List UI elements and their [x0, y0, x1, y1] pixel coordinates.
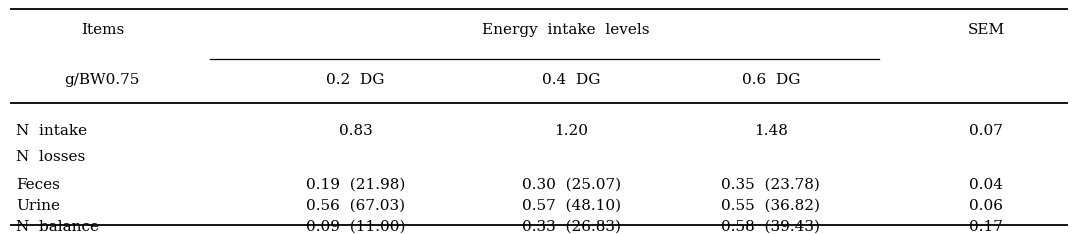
- Text: Feces: Feces: [16, 178, 60, 192]
- Text: SEM: SEM: [968, 23, 1005, 37]
- Text: 0.09  (11.00): 0.09 (11.00): [306, 220, 405, 234]
- Text: 0.06: 0.06: [969, 199, 1004, 213]
- Text: 1.20: 1.20: [554, 124, 589, 138]
- Text: 0.55  (36.82): 0.55 (36.82): [721, 199, 820, 213]
- Text: 0.83: 0.83: [338, 124, 373, 138]
- Text: N  balance: N balance: [16, 220, 99, 234]
- Text: 0.07: 0.07: [969, 124, 1004, 138]
- Text: Energy  intake  levels: Energy intake levels: [482, 23, 650, 37]
- Text: N  intake: N intake: [16, 124, 87, 138]
- Text: Items: Items: [81, 23, 124, 37]
- Text: 0.2  DG: 0.2 DG: [327, 73, 385, 87]
- Text: 0.19  (21.98): 0.19 (21.98): [306, 178, 405, 192]
- Text: 0.58  (39.43): 0.58 (39.43): [721, 220, 820, 234]
- Text: Urine: Urine: [16, 199, 60, 213]
- Text: 0.30  (25.07): 0.30 (25.07): [522, 178, 621, 192]
- Text: 0.04: 0.04: [969, 178, 1004, 192]
- Text: 0.33  (26.83): 0.33 (26.83): [522, 220, 621, 234]
- Text: N  losses: N losses: [16, 150, 85, 164]
- Text: 1.48: 1.48: [754, 124, 788, 138]
- Text: 0.6  DG: 0.6 DG: [742, 73, 800, 87]
- Text: g/BW0.75: g/BW0.75: [65, 73, 140, 87]
- Text: 0.56  (67.03): 0.56 (67.03): [306, 199, 405, 213]
- Text: 0.57  (48.10): 0.57 (48.10): [522, 199, 621, 213]
- Text: 0.35  (23.78): 0.35 (23.78): [721, 178, 820, 192]
- Text: 0.17: 0.17: [969, 220, 1004, 234]
- Text: 0.4  DG: 0.4 DG: [542, 73, 600, 87]
